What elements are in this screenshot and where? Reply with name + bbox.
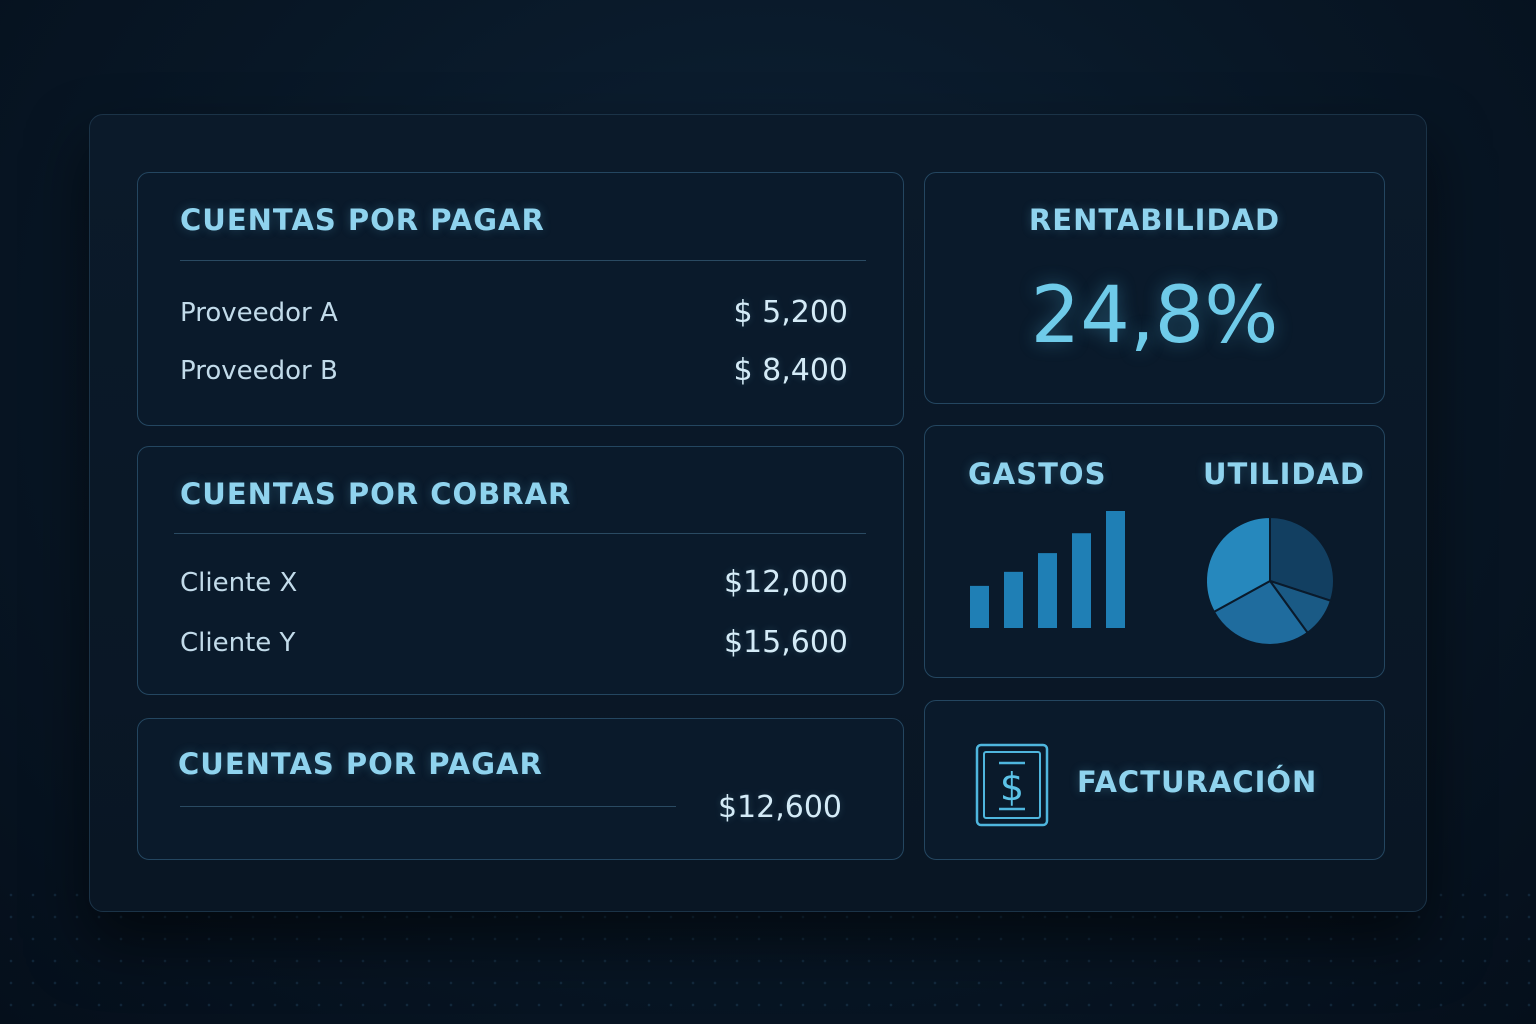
payables-row-value: $ 8,400 [733, 353, 848, 388]
profit-label: UTILIDAD [1203, 457, 1365, 491]
receivables-row-value: $12,000 [723, 565, 848, 600]
receivables-row-label: Cliente X [180, 568, 298, 598]
expenses-bar [970, 585, 989, 628]
payables-row-label: Proveedor A [180, 298, 338, 328]
expenses-bar [1106, 511, 1125, 628]
payables-row-value: $ 5,200 [733, 295, 848, 330]
dashboard-panel: CUENTAS POR PAGAR Proveedor A $ 5,200 Pr… [89, 114, 1427, 912]
payables-total-card[interactable]: CUENTAS POR PAGAR $12,600 [137, 718, 904, 860]
billing-card[interactable]: $ FACTURACIÓN [924, 700, 1385, 860]
expenses-bars [970, 511, 1125, 628]
profit-pie-slice [1205, 515, 1271, 614]
payables-card[interactable]: CUENTAS POR PAGAR Proveedor A $ 5,200 Pr… [137, 172, 904, 426]
invoice-dollar-icon: $ [975, 743, 1049, 827]
payables-row-label: Proveedor B [180, 356, 338, 386]
charts-card[interactable]: GASTOS UTILIDAD [924, 425, 1385, 678]
profit-pie-chart [1205, 515, 1335, 646]
payables-total-divider [180, 806, 676, 807]
billing-label: FACTURACIÓN [1077, 765, 1318, 799]
receivables-card[interactable]: CUENTAS POR COBRAR Cliente X $12,000 Cli… [137, 446, 904, 695]
receivables-row-value: $15,600 [723, 625, 848, 660]
expenses-bar-chart [970, 511, 1125, 628]
svg-text:$: $ [1000, 765, 1024, 809]
profit-pie-slice [1269, 515, 1335, 603]
payables-total-value: $12,600 [717, 790, 842, 825]
profitability-title: RENTABILIDAD [1028, 203, 1281, 237]
receivables-row-label: Cliente Y [180, 628, 296, 658]
profitability-card[interactable]: RENTABILIDAD 24,8% [924, 172, 1385, 404]
receivables-title: CUENTAS POR COBRAR [180, 477, 572, 511]
payables-title: CUENTAS POR PAGAR [180, 203, 545, 237]
payables-divider [180, 260, 866, 261]
expenses-bar [1072, 533, 1091, 628]
receivables-divider [174, 533, 866, 534]
expenses-bar [1004, 571, 1023, 628]
expenses-bar [1038, 553, 1057, 628]
profitability-value: 24,8% [1030, 271, 1279, 361]
profit-pie-slice [1212, 579, 1310, 646]
expenses-label: GASTOS [968, 457, 1107, 491]
profit-pie-slices [1205, 515, 1335, 646]
payables-total-title: CUENTAS POR PAGAR [178, 747, 543, 781]
